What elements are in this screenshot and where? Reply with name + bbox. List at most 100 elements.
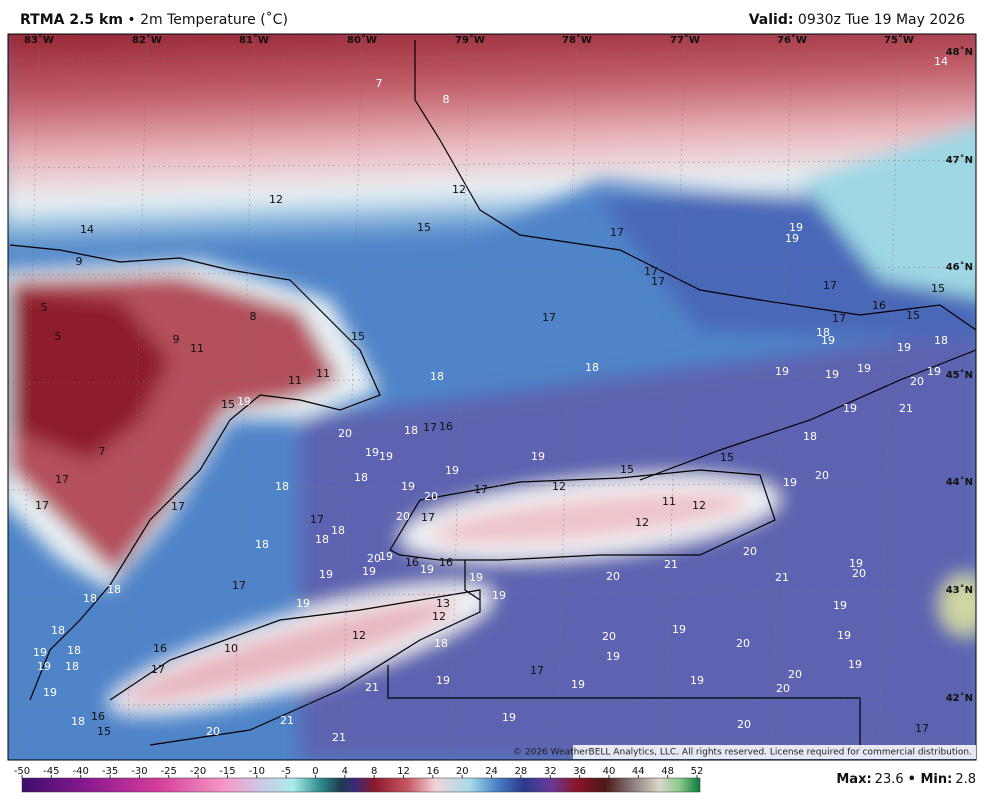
station-temp: 18 [255, 538, 269, 551]
longitude-label: 81˚W [239, 34, 269, 46]
colorbar-label: -20 [190, 766, 206, 777]
station-temp: 17 [530, 664, 544, 677]
station-temp: 19 [833, 599, 847, 612]
station-temp: 11 [316, 367, 330, 380]
colorbar-label: 0 [312, 766, 318, 777]
meridian [18, 34, 40, 760]
station-temp: 17 [474, 483, 488, 496]
station-temp: 19 [690, 674, 704, 687]
colorbar-label: 28 [515, 766, 528, 777]
station-temp: 20 [788, 668, 802, 681]
station-temp: 21 [899, 402, 913, 415]
station-temp: 19 [837, 629, 851, 642]
station-temp: 10 [224, 642, 238, 655]
station-temp: 7 [376, 77, 383, 90]
max-value: 23.6 [875, 772, 904, 787]
meridian [556, 34, 578, 760]
station-temp: 19 [857, 362, 871, 375]
longitude-label: 77˚W [670, 34, 700, 46]
station-temp: 19 [848, 658, 862, 671]
station-temp: 15 [97, 725, 111, 738]
station-temp: 18 [83, 592, 97, 605]
station-temp: 20 [606, 570, 620, 583]
meridian [878, 34, 900, 760]
colorbar-label: -15 [219, 766, 235, 777]
station-temp: 20 [852, 567, 866, 580]
station-temp: 7 [99, 445, 106, 458]
latitude-label: 45˚N [946, 369, 973, 381]
station-temp: 16 [153, 642, 167, 655]
station-temp: 9 [76, 255, 83, 268]
longitude-label: 76˚W [777, 34, 807, 46]
station-temp: 19 [420, 563, 434, 576]
station-temp: 20 [743, 545, 757, 558]
station-temp: 19 [825, 368, 839, 381]
station-temp: 16 [439, 556, 453, 569]
station-temp: 17 [232, 579, 246, 592]
colorbar-label: 52 [691, 766, 704, 777]
station-temp: 18 [71, 715, 85, 728]
colorbar-label: -10 [249, 766, 265, 777]
colorbar-label: 48 [661, 766, 674, 777]
station-temp: 19 [775, 365, 789, 378]
station-temp: 19 [445, 464, 459, 477]
station-temp: 17 [55, 473, 69, 486]
longitude-label: 79˚W [455, 34, 485, 46]
station-temp: 18 [585, 361, 599, 374]
station-temp: 19 [492, 589, 506, 602]
station-temp: 16 [439, 420, 453, 433]
station-temp: 19 [319, 568, 333, 581]
station-temp: 19 [469, 571, 483, 584]
station-temp: 12 [432, 610, 446, 623]
station-temp: 19 [502, 711, 516, 724]
station-temp: 19 [237, 395, 251, 408]
station-temp: 18 [107, 583, 121, 596]
station-temp: 19 [672, 623, 686, 636]
station-temp: 18 [816, 326, 830, 339]
footer: Max: 23.6 • Min: 2.8 [836, 772, 976, 787]
station-temp: 19 [571, 678, 585, 691]
station-temp: 9 [173, 333, 180, 346]
parallel [8, 589, 976, 599]
colorbar-label: -35 [102, 766, 118, 777]
station-temp: 20 [910, 375, 924, 388]
station-temp: 17 [610, 226, 624, 239]
station-temp: 12 [352, 629, 366, 642]
station-temp: 18 [275, 480, 289, 493]
meridian [126, 34, 148, 760]
latitude-label: 46˚N [946, 261, 973, 273]
longitude-label: 78˚W [562, 34, 592, 46]
station-temp: 20 [206, 725, 220, 738]
station-temp: 15 [351, 330, 365, 343]
latitude-label: 47˚N [946, 154, 973, 166]
station-temp: 17 [915, 722, 929, 735]
colorbar [21, 777, 701, 793]
station-temp: 19 [849, 557, 863, 570]
min-label: • Min: [908, 772, 953, 787]
station-temp: 17 [310, 513, 324, 526]
parallel [8, 51, 976, 61]
station-temp: 12 [452, 183, 466, 196]
station-temp: 21 [280, 714, 294, 727]
station-temp: 19 [43, 686, 57, 699]
station-temp: 8 [443, 93, 450, 106]
station-temp: 19 [785, 232, 799, 245]
min-value: 2.8 [955, 772, 976, 787]
colorbar-label: 44 [632, 766, 645, 777]
station-temp: 12 [552, 480, 566, 493]
colorbar-label: 32 [544, 766, 557, 777]
station-temp: 19 [843, 402, 857, 415]
station-temp: 18 [65, 660, 79, 673]
station-temp: 20 [396, 510, 410, 523]
longitude-label: 80˚W [347, 34, 377, 46]
parallel [8, 697, 976, 707]
station-temp: 14 [934, 55, 948, 68]
station-temp: 17 [35, 499, 49, 512]
valid-label: Valid: [748, 12, 794, 28]
colorbar-label: 8 [371, 766, 377, 777]
subtitle: • 2m Temperature (˚C) [127, 12, 288, 28]
station-temp: 16 [91, 710, 105, 723]
longitude-label: 82˚W [132, 34, 162, 46]
station-temp: 20 [424, 490, 438, 503]
